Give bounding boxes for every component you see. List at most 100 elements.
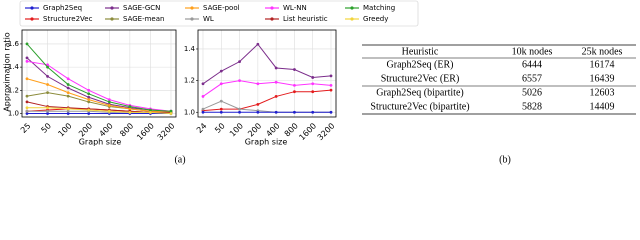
data-point: [46, 65, 49, 69]
data-point: [66, 91, 70, 95]
legend-box: [19, 0, 419, 27]
series-line: [26, 78, 172, 113]
data-point: [128, 105, 132, 108]
data-point: [107, 109, 111, 113]
x-tick-label: 24: [195, 121, 209, 135]
data-point: [219, 69, 223, 73]
data-point: [329, 83, 333, 87]
data-point: [256, 82, 260, 86]
x-tick-label: 400: [264, 121, 281, 138]
data-point: [25, 77, 29, 81]
data-point: [219, 107, 223, 111]
data-point: [293, 110, 296, 114]
data-point: [256, 42, 260, 46]
legend-marker: [190, 17, 194, 21]
data-point: [201, 110, 205, 114]
data-point: [274, 80, 278, 84]
data-point: [238, 107, 241, 111]
data-point: [329, 110, 333, 114]
data-point: [66, 109, 70, 113]
series-line: [202, 89, 332, 112]
series-line: [202, 43, 332, 85]
data-point: [87, 108, 91, 112]
data-point: [201, 107, 205, 111]
data-point: [128, 110, 132, 114]
legend-marker: [110, 17, 114, 21]
x-tick-label: 800: [118, 121, 135, 138]
y-tick-label: 1.0: [184, 108, 195, 116]
table-cell: Structure2Vec (ER): [381, 73, 460, 84]
data-point: [256, 102, 260, 106]
series-line: [202, 100, 331, 113]
data-point: [274, 66, 278, 70]
data-point: [169, 112, 173, 115]
x-tick-label: 25: [19, 121, 33, 135]
legend-marker: [30, 6, 34, 10]
data-point: [219, 110, 223, 114]
data-point: [46, 83, 49, 86]
x-axis-label: Graph size: [79, 138, 122, 147]
legend-marker: [110, 6, 114, 10]
legend-label: WL-NN: [283, 4, 307, 12]
x-tick-label: 1600: [297, 121, 318, 142]
table-cell: 6557: [522, 73, 542, 84]
legend-marker: [350, 6, 354, 10]
y-tick-label: 1.2: [184, 77, 195, 85]
table-cell: 5828: [522, 101, 542, 112]
caption: (b): [499, 154, 511, 165]
series-line: [27, 107, 172, 115]
plot-frame: [197, 29, 337, 118]
y-tick-label: 1.0: [8, 110, 19, 118]
data-point: [87, 98, 91, 101]
x-tick-label: 200: [246, 121, 263, 138]
data-point: [238, 110, 241, 114]
x-tick-label: 50: [213, 121, 227, 135]
x-axis-label: Graph size: [245, 138, 288, 147]
table-cell: Graph2Seq (bipartite): [376, 87, 463, 98]
table-cell: 12603: [590, 87, 615, 98]
table-cell: 6444: [522, 59, 542, 70]
legend-marker: [270, 6, 274, 10]
data-point: [25, 56, 29, 60]
data-point: [87, 100, 91, 104]
data-point: [149, 108, 152, 112]
y-axis-label: Approximation ratio: [3, 32, 12, 111]
legend-marker: [190, 6, 194, 10]
legend-label: Matching: [363, 4, 395, 12]
x-tick-label: 3200: [316, 121, 337, 142]
data-point: [311, 82, 315, 86]
data-point: [66, 94, 70, 98]
data-point: [66, 107, 70, 111]
x-tick-label: 3200: [156, 121, 177, 142]
series-line: [26, 60, 172, 112]
data-point: [25, 109, 29, 113]
x-tick-label: 200: [77, 121, 94, 138]
table-cell: 16174: [590, 59, 615, 70]
plot-frame: [21, 29, 177, 118]
legend-label: WL: [203, 15, 214, 23]
data-point: [169, 109, 173, 113]
data-point: [66, 77, 70, 81]
x-tick-label: 1600: [135, 121, 156, 142]
data-point: [238, 60, 241, 64]
legend-label: Graph2Seq: [43, 4, 82, 12]
legend-marker: [350, 17, 354, 21]
data-point: [274, 95, 278, 98]
y-tick-label: 1.4: [184, 45, 196, 53]
data-point: [87, 92, 91, 96]
data-point: [25, 42, 29, 46]
legend-marker: [270, 17, 274, 21]
data-point: [66, 112, 70, 115]
data-point: [238, 79, 241, 83]
data-point: [274, 110, 278, 114]
table-header: 25k nodes: [582, 46, 623, 57]
legend-label: Greedy: [363, 15, 388, 23]
y-tick-label: 1.4: [8, 63, 20, 71]
x-tick-label: 50: [39, 121, 53, 135]
data-point: [25, 59, 29, 63]
table-header: 10k nodes: [512, 46, 553, 57]
data-point: [87, 112, 91, 115]
legend-label: SAGE-mean: [123, 15, 164, 23]
data-point: [46, 106, 49, 110]
legend-marker: [30, 17, 34, 21]
